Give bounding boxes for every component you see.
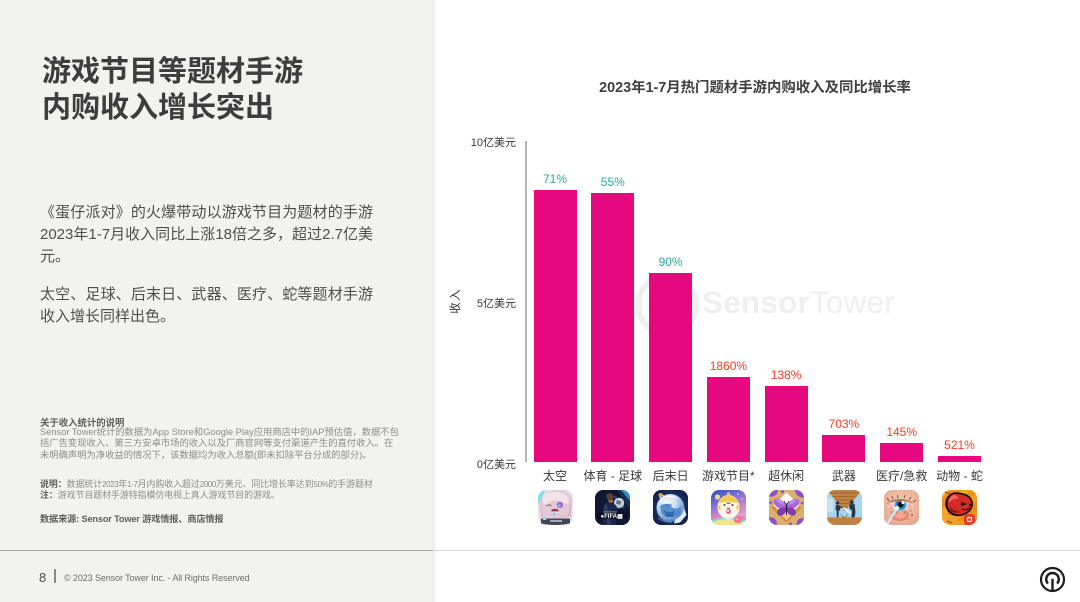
svg-text:●FIFA▦: ●FIFA▦ — [601, 514, 624, 520]
